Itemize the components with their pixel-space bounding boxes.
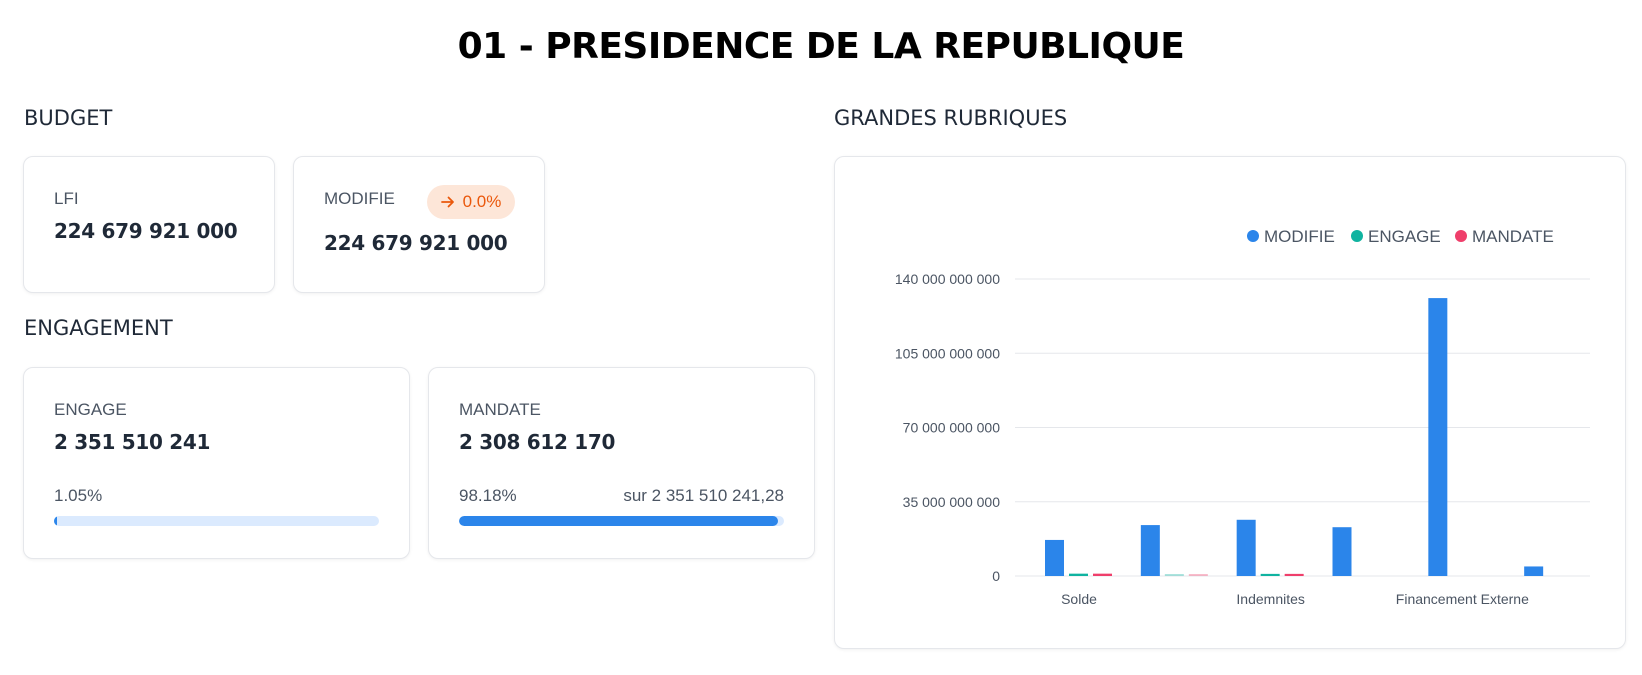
mandate-progress-fill [459, 516, 779, 526]
mandate-card: MANDATE 2 308 612 170 98.18% sur 2 351 5… [428, 367, 815, 559]
change-badge: 0.0% [427, 185, 515, 219]
bar-modifie [1428, 298, 1448, 576]
lfi-value: 224 679 921 000 [54, 219, 238, 243]
modifie-label: MODIFIE [324, 189, 395, 208]
mandate-label: MANDATE [459, 400, 541, 419]
legend-label: MODIFIE [1264, 227, 1335, 246]
lfi-card: LFI 224 679 921 000 [23, 156, 275, 293]
bar-modifie [1236, 519, 1256, 576]
legend-marker [1455, 230, 1467, 242]
y-tick-label: 0 [992, 568, 1000, 584]
x-tick-label: Indemnites [1236, 591, 1304, 607]
modifie-value: 224 679 921 000 [324, 231, 508, 255]
lfi-label: LFI [54, 189, 79, 208]
engage-progress-fill [54, 516, 58, 526]
engage-label: ENGAGE [54, 400, 127, 419]
modifie-card: MODIFIE 0.0% 224 679 921 000 [293, 156, 545, 293]
bar-engage [1069, 573, 1088, 576]
engage-value: 2 351 510 241 [54, 430, 211, 454]
bar-chart: 0 35 000 000 000 70 000 000 000 105 000 000… [895, 227, 1590, 607]
bar-modifie [1524, 566, 1544, 576]
bar-engage [1164, 574, 1184, 576]
bar-modifie [1140, 525, 1160, 576]
y-tick-label: 140 000 000 000 [895, 271, 1000, 287]
rubriques-section-title: GRANDES RUBRIQUES [834, 106, 1068, 130]
bar-modifie [1332, 527, 1352, 576]
y-tick-label: 105 000 000 000 [895, 345, 1000, 361]
rubriques-chart-card: 0 35 000 000 000 70 000 000 000 105 000 000… [834, 156, 1626, 649]
engage-progress-bar [54, 516, 379, 526]
y-tick-label: 35 000 000 000 [903, 494, 1001, 510]
change-badge-text: 0.0% [462, 192, 502, 211]
bar-modifie [1045, 539, 1064, 576]
bar-engage [1260, 573, 1280, 576]
legend-marker [1247, 230, 1259, 242]
legend-label: ENGAGE [1368, 227, 1441, 246]
x-tick-label: Financement Externe [1396, 591, 1529, 607]
page-title: 01 - PRESIDENCE DE LA REPUBLIQUE [457, 26, 1185, 67]
bar-mandate [1093, 573, 1112, 576]
mandate-percent: 98.18% [459, 486, 517, 505]
mandate-progress-bar [459, 516, 784, 526]
budget-section-title: BUDGET [24, 106, 113, 130]
engagement-section-title: ENGAGEMENT [24, 316, 173, 340]
engage-card: ENGAGE 2 351 510 241 1.05% [23, 367, 410, 559]
arrow-right-icon [440, 196, 454, 208]
mandate-sur-text: sur 2 351 510 241,28 [623, 486, 784, 505]
x-tick-label: Solde [1061, 591, 1097, 607]
engage-percent: 1.05% [54, 486, 103, 505]
bar-mandate [1188, 574, 1208, 576]
bar-mandate [1284, 573, 1304, 576]
legend-marker [1351, 230, 1363, 242]
legend-label: MANDATE [1472, 227, 1554, 246]
mandate-value: 2 308 612 170 [459, 430, 616, 454]
y-tick-label: 70 000 000 000 [903, 420, 1001, 436]
